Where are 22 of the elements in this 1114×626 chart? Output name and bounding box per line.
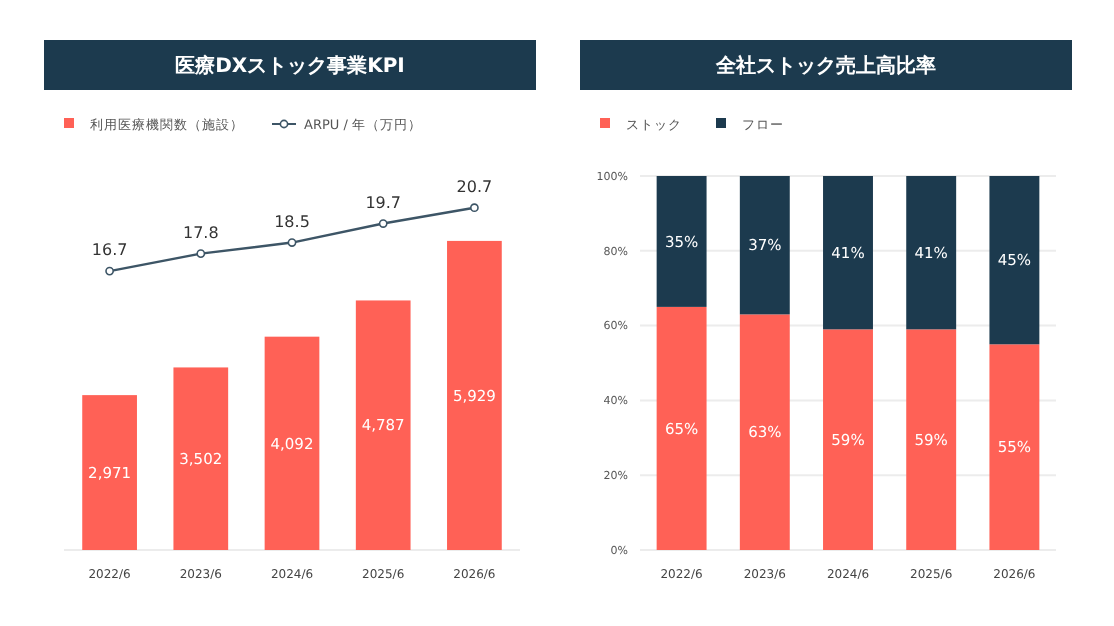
bar (173, 367, 229, 550)
chart-title: 医療DXストック事業KPI (175, 54, 405, 78)
data-label: 19.7 (365, 193, 402, 212)
bar (906, 329, 957, 550)
bar (906, 176, 957, 330)
data-label: 17.8 (182, 223, 219, 242)
bar (989, 176, 1040, 345)
bar (447, 240, 502, 550)
bar (739, 176, 790, 315)
bar (989, 344, 1040, 550)
bar (264, 336, 320, 550)
bar (355, 300, 411, 550)
data-label: 20.7 (456, 177, 493, 196)
bar (739, 314, 790, 550)
bar (823, 176, 873, 330)
data-label: 16.7 (91, 241, 128, 260)
bar (82, 395, 137, 550)
bar (823, 329, 873, 550)
bar (656, 306, 707, 550)
chart-title: 全社ストック売上高比率 (714, 54, 936, 78)
bar (656, 176, 707, 307)
data-label: 18.5 (274, 212, 310, 231)
